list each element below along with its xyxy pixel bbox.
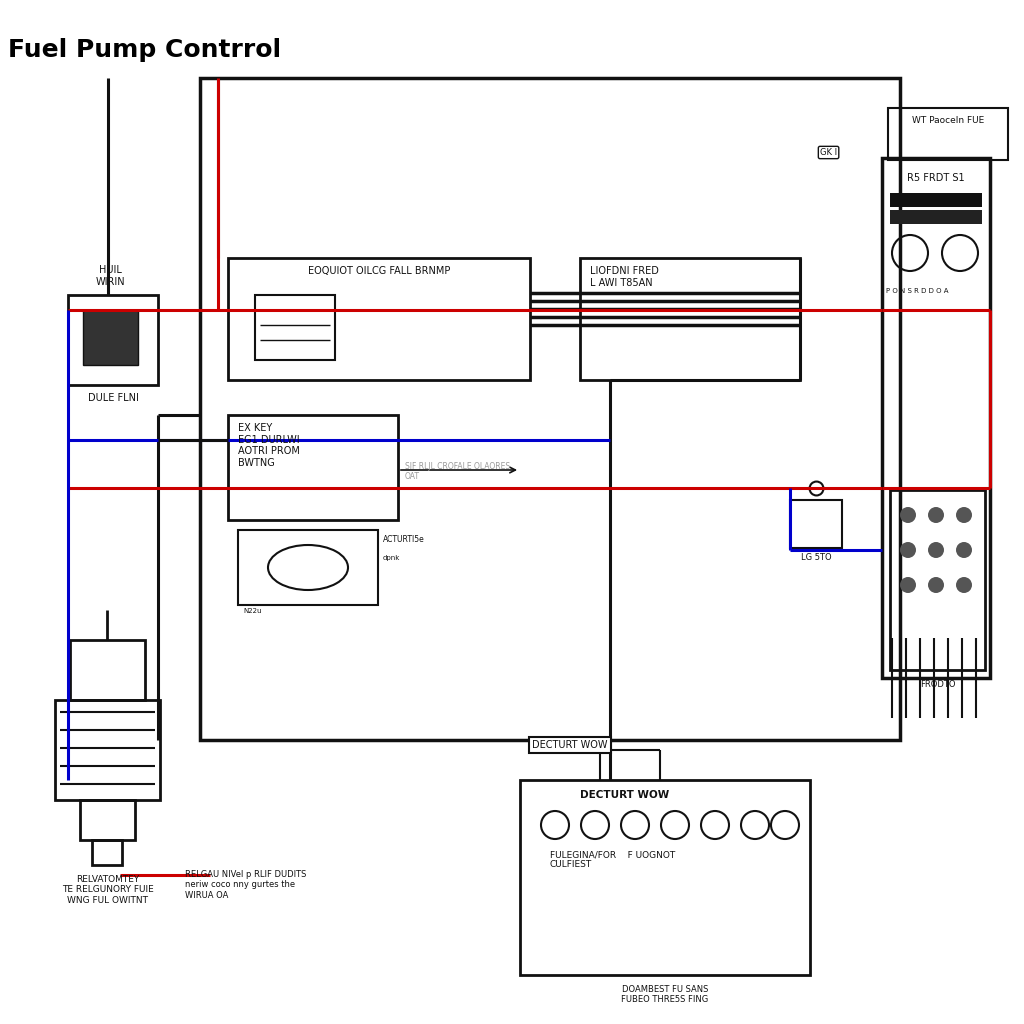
Circle shape <box>928 577 944 593</box>
Text: ACTURTI5e: ACTURTI5e <box>383 535 425 544</box>
Bar <box>68 295 158 385</box>
Bar <box>92 840 122 865</box>
Text: DECTURT WOW: DECTURT WOW <box>581 790 670 800</box>
Bar <box>228 415 398 520</box>
Text: RELGAU NIVel p RLIF DUDITS
neriw coco nny gurtes the
WIRUA OA: RELGAU NIVel p RLIF DUDITS neriw coco nn… <box>185 870 306 900</box>
Circle shape <box>900 542 916 558</box>
Bar <box>80 800 135 840</box>
Text: FULEGINA/FOR    F UOGNOT
CULFIEST: FULEGINA/FOR F UOGNOT CULFIEST <box>550 850 675 869</box>
Bar <box>228 258 530 380</box>
Bar <box>255 295 335 360</box>
Text: LG 5TO: LG 5TO <box>801 553 831 562</box>
Circle shape <box>900 577 916 593</box>
Bar <box>580 258 800 380</box>
Text: HUIL
WIRIN: HUIL WIRIN <box>95 265 125 287</box>
Bar <box>70 640 145 700</box>
Text: Fuel Pump Contrrol: Fuel Pump Contrrol <box>8 38 282 62</box>
Bar <box>790 500 842 548</box>
Bar <box>520 780 810 975</box>
Text: R5 FRDT S1: R5 FRDT S1 <box>907 173 965 183</box>
Text: dpnk: dpnk <box>383 555 400 561</box>
Bar <box>890 193 982 207</box>
Bar <box>238 530 378 605</box>
Circle shape <box>928 507 944 523</box>
Text: LIOFDNI FRED
L AWI T85AN: LIOFDNI FRED L AWI T85AN <box>590 266 658 288</box>
Bar <box>55 700 160 800</box>
Bar <box>200 78 900 740</box>
Text: DOAMBEST FU SANS
FUBEO THRE5S FING: DOAMBEST FU SANS FUBEO THRE5S FING <box>622 985 709 1005</box>
Bar <box>882 158 990 678</box>
Text: P O N S R D D O A: P O N S R D D O A <box>886 288 948 294</box>
Circle shape <box>956 542 972 558</box>
Text: WT Paoceln FUE: WT Paoceln FUE <box>912 116 984 125</box>
Text: SIF RLJL CROFALE OLAORES
OAT: SIF RLJL CROFALE OLAORES OAT <box>406 462 510 481</box>
Text: FRODTO: FRODTO <box>920 680 955 689</box>
Text: N22u: N22u <box>243 608 261 614</box>
Circle shape <box>956 507 972 523</box>
Circle shape <box>900 507 916 523</box>
Text: EOQUIOT OILCG FALL BRNMP: EOQUIOT OILCG FALL BRNMP <box>308 266 451 276</box>
Text: GK I: GK I <box>820 148 838 157</box>
Text: RELVATOMTEY
TE RELGUNORY FUIE
WNG FUL OWITNT: RELVATOMTEY TE RELGUNORY FUIE WNG FUL OW… <box>61 874 154 905</box>
Bar <box>83 310 138 365</box>
Bar <box>888 108 1008 160</box>
Text: EX KEY
EG1 DURLWI
AOTRI PROM
BWTNG: EX KEY EG1 DURLWI AOTRI PROM BWTNG <box>238 423 300 468</box>
Text: DULE FLNI: DULE FLNI <box>88 393 138 403</box>
Circle shape <box>956 577 972 593</box>
Bar <box>890 490 985 670</box>
Circle shape <box>928 542 944 558</box>
Text: DECTURT WOW: DECTURT WOW <box>532 740 608 750</box>
Bar <box>890 210 982 224</box>
